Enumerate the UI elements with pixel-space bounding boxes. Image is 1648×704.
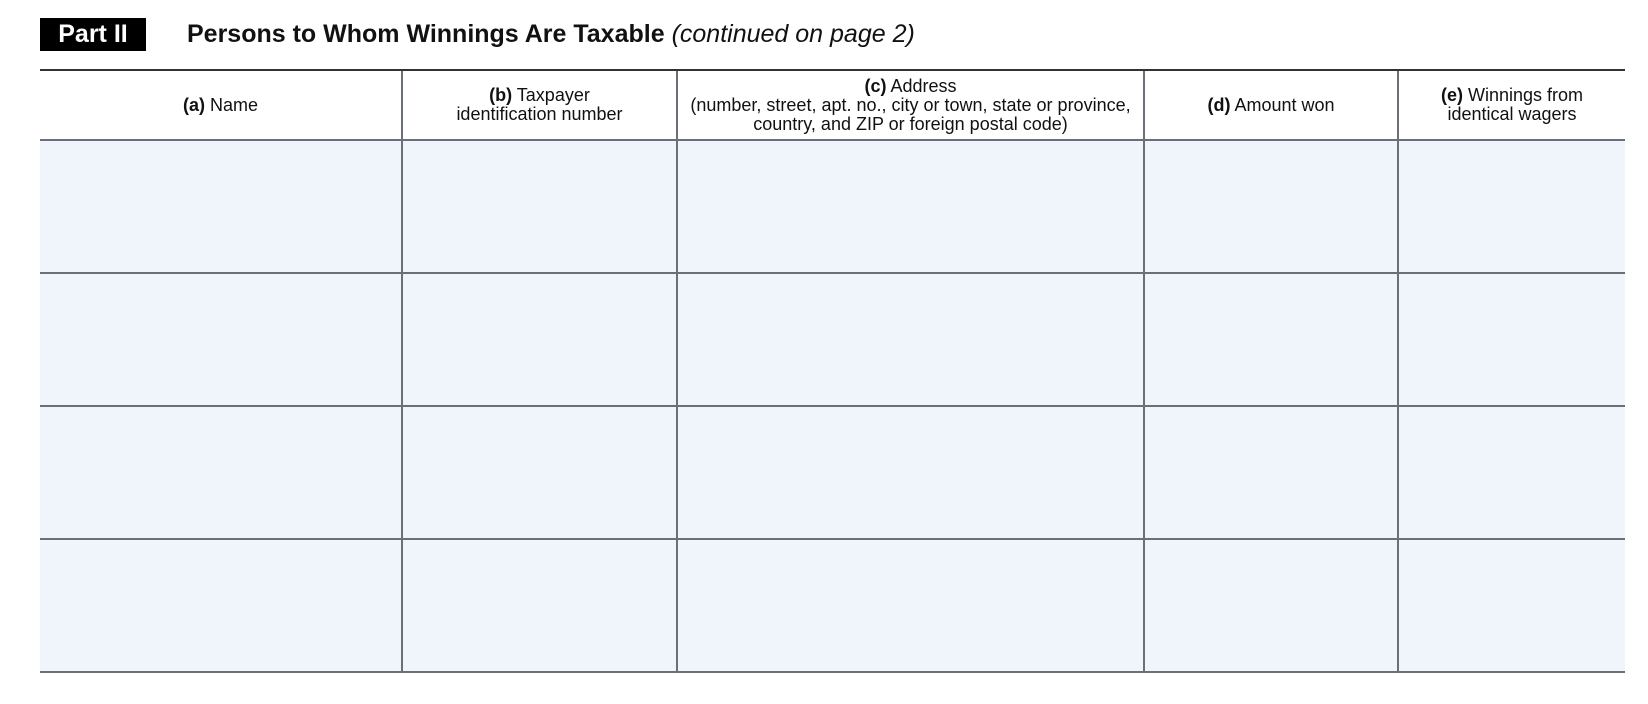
address-field[interactable] <box>676 274 1143 405</box>
table-row <box>40 141 1625 274</box>
name-field[interactable] <box>40 407 401 538</box>
column-header-name: (a) Name <box>182 94 258 115</box>
winners-table: (a) Name (b) Taxpayer identification numb… <box>40 69 1625 673</box>
section-title: Persons to Whom Winnings Are Taxable (co… <box>187 18 915 51</box>
table-row <box>40 407 1625 540</box>
amount-won-field[interactable] <box>1143 141 1397 272</box>
table-row <box>40 540 1625 673</box>
section-title-note: (continued on page 2) <box>671 20 915 48</box>
tin-field[interactable] <box>401 274 676 405</box>
table-row <box>40 274 1625 407</box>
part-label: Part II <box>40 18 146 51</box>
amount-won-field[interactable] <box>1143 274 1397 405</box>
address-field[interactable] <box>676 540 1143 671</box>
name-field[interactable] <box>40 274 401 405</box>
name-field[interactable] <box>40 540 401 671</box>
tin-field[interactable] <box>401 141 676 272</box>
identical-wagers-field[interactable] <box>1397 141 1625 272</box>
identical-wagers-field[interactable] <box>1397 274 1625 405</box>
amount-won-field[interactable] <box>1143 540 1397 671</box>
column-header-identical-wagers: (e) Winnings from identical wagers <box>1397 71 1625 139</box>
tin-field[interactable] <box>401 407 676 538</box>
name-field[interactable] <box>40 141 401 272</box>
table-header-row: (a) Name (b) Taxpayer identification numb… <box>40 71 1625 141</box>
amount-won-field[interactable] <box>1143 407 1397 538</box>
address-field[interactable] <box>676 141 1143 272</box>
section-title-text: Persons to Whom Winnings Are Taxable <box>187 20 665 48</box>
column-header-address: (c) Address (number, street, apt. no., ci… <box>676 71 1143 139</box>
identical-wagers-field[interactable] <box>1397 540 1625 671</box>
identical-wagers-field[interactable] <box>1397 407 1625 538</box>
tin-field[interactable] <box>401 540 676 671</box>
column-header-amount-won: (d) Amount won <box>1143 71 1397 139</box>
address-field[interactable] <box>676 407 1143 538</box>
column-header-tin: (b) Taxpayer identification number <box>401 71 676 139</box>
